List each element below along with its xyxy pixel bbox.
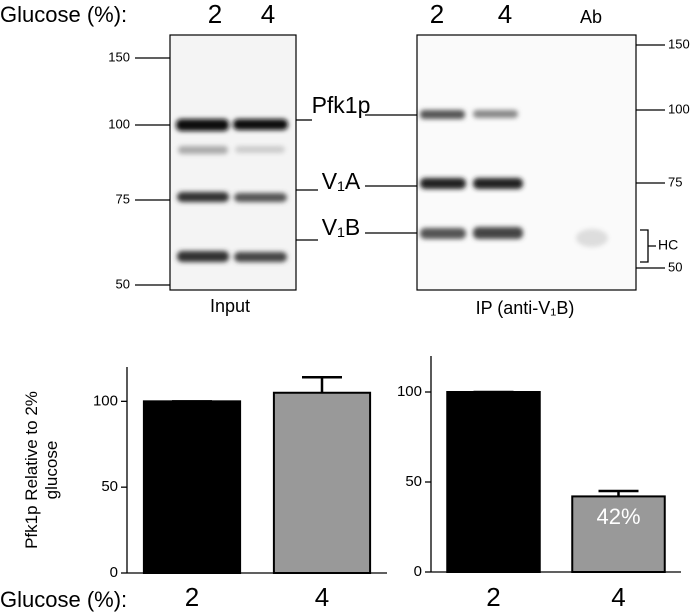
- ip-blot: [416, 34, 637, 291]
- x-tick-label: 4: [611, 582, 625, 612]
- marker-label: 150: [668, 36, 690, 51]
- input-blot: [169, 34, 297, 291]
- marker-label: 100: [668, 101, 690, 116]
- x-tick-label: 2: [185, 582, 199, 612]
- y-tick-label: 0: [414, 563, 422, 580]
- lane-label: 4: [498, 0, 512, 29]
- lane-label: 2: [208, 0, 222, 29]
- band-label: Pfk1p: [312, 92, 371, 118]
- bar: [272, 391, 372, 574]
- blot-caption: Input: [210, 296, 250, 316]
- y-tick-label: 50: [405, 473, 422, 490]
- marker-label: 150: [108, 49, 130, 64]
- band-pointers: [296, 114, 656, 263]
- y-axis-label: Pfk1p Relative to 2% glucose: [22, 391, 61, 549]
- lane-label: 4: [261, 0, 275, 29]
- lane-label: 2: [430, 0, 444, 29]
- band-label: V₁A: [322, 168, 361, 194]
- error-bar: [302, 376, 342, 393]
- blot-caption: IP (anti-V₁B): [476, 298, 575, 318]
- y-tick-label: 100: [397, 383, 422, 400]
- value-label: 42%: [596, 504, 640, 529]
- marker-label: 50: [668, 259, 682, 274]
- band-label: V₁B: [322, 214, 360, 240]
- x-axis-label: Glucose (%):: [0, 587, 127, 612]
- ip-bands: [420, 110, 608, 247]
- x-tick-label: 2: [486, 582, 500, 612]
- input-bands: [176, 119, 288, 262]
- marker-label: 50: [116, 276, 130, 291]
- bar: [142, 400, 242, 575]
- bar: [571, 495, 666, 573]
- y-tick-label: 50: [101, 478, 118, 495]
- marker-label: 75: [116, 191, 130, 206]
- bar: [446, 391, 541, 573]
- condition-label: Glucose (%):: [0, 2, 127, 27]
- y-tick-label: 0: [110, 564, 118, 581]
- marker-label: 75: [668, 174, 682, 189]
- y-tick-label: 100: [93, 392, 118, 409]
- x-tick-label: 4: [315, 582, 329, 612]
- marker-label: 100: [108, 116, 130, 131]
- heavy-chain-label: HC: [658, 237, 678, 253]
- lane-label: Ab: [580, 7, 602, 27]
